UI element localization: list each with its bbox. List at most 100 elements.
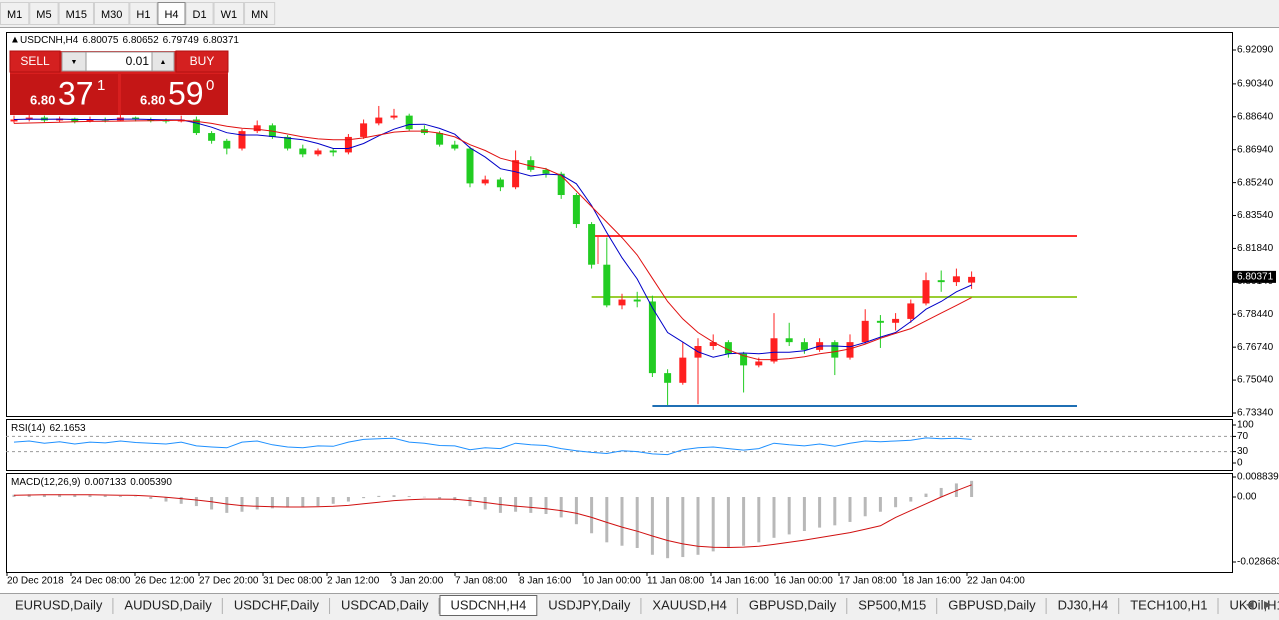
current-price: 6.80371 (1237, 272, 1274, 283)
candle-body (633, 299, 641, 302)
timeframe-button[interactable] (213, 2, 245, 25)
tab[interactable] (439, 595, 538, 616)
y-tick-label: 6.83540 (1237, 210, 1274, 221)
y-tick-label: 0 (1237, 458, 1243, 469)
histogram-bar (377, 495, 381, 498)
candle-body (86, 119, 94, 122)
timeframe-button[interactable] (29, 2, 59, 25)
candle-body (496, 179, 504, 188)
x-tick-label: 24 Dec 08:00 (71, 576, 131, 587)
histogram-bar (407, 496, 411, 498)
x-tick-label: 16 Jan 00:00 (775, 576, 833, 587)
candle-body (436, 133, 444, 145)
macd-header: MACD(12,26,9) 0.007133 0.005390 (11, 477, 172, 488)
tab-label: USDCHF,Daily (234, 597, 320, 612)
histogram-bar (848, 497, 852, 522)
sell-label: SELL (20, 54, 50, 68)
timeframe-button[interactable] (157, 2, 186, 25)
rsi-title: RSI(14) (11, 423, 45, 434)
tab[interactable] (937, 597, 1047, 616)
bid-big: 6.80 (30, 92, 55, 107)
timeframe-label: W1 (221, 9, 238, 21)
tab[interactable] (223, 597, 330, 616)
candle-body (968, 276, 976, 283)
bid-box[interactable] (10, 74, 118, 115)
candle-body (861, 320, 869, 343)
histogram-bar (286, 497, 290, 508)
candle-body (25, 117, 33, 120)
histogram-bar (666, 497, 670, 559)
sell-button[interactable] (9, 50, 61, 73)
candle-body (800, 342, 808, 350)
timeframe-label: M5 (36, 9, 51, 21)
tab[interactable] (1119, 597, 1219, 616)
buy-button[interactable] (175, 50, 229, 73)
tab[interactable] (1219, 597, 1279, 616)
histogram-bar (12, 494, 16, 498)
histogram-bar (27, 494, 31, 498)
histogram-bar (574, 497, 578, 525)
candle-body (192, 119, 200, 134)
arrow-up: ▲ (160, 59, 167, 66)
ask-box[interactable] (121, 74, 228, 115)
tab[interactable] (738, 597, 847, 616)
candle-body (679, 357, 687, 383)
histogram-bar (453, 497, 457, 501)
histogram-bar (696, 497, 700, 555)
tab-label: DJ30,H4 (1058, 597, 1109, 612)
timeframe-label: M30 (101, 9, 122, 21)
tab-scroll-left[interactable]: ◀ (1246, 600, 1254, 611)
candle-body (755, 361, 763, 366)
histogram-bar (301, 497, 305, 508)
histogram-bar (422, 496, 426, 498)
candle-body (375, 117, 383, 124)
candle-body (588, 224, 596, 265)
tab[interactable] (537, 597, 641, 616)
timeframe-button[interactable] (129, 2, 158, 25)
ask-main: 59 (168, 75, 204, 111)
x-tick-label: 11 Jan 08:00 (647, 576, 705, 587)
tab-scroll-right[interactable]: ▶ (1264, 600, 1272, 611)
x-tick-label: 20 Dec 2018 (7, 576, 64, 587)
histogram-bar (818, 497, 822, 528)
rsi-value: 62.1653 (49, 423, 86, 434)
histogram-bar (863, 497, 867, 517)
timeframe-button[interactable] (0, 2, 30, 25)
histogram-bar (103, 495, 107, 498)
histogram-bar (316, 497, 320, 507)
price-pane (6, 32, 1233, 417)
tab[interactable] (4, 597, 113, 616)
tab[interactable] (330, 597, 439, 616)
histogram-bar (118, 496, 122, 498)
tab[interactable] (1047, 597, 1119, 616)
timeframe-label: H4 (164, 9, 178, 21)
indicator-line (13, 484, 972, 549)
tab[interactable] (847, 597, 937, 616)
timeframe-button[interactable] (185, 2, 214, 25)
tab[interactable] (113, 597, 223, 616)
y-tick-label: 70 (1237, 431, 1249, 442)
histogram-bar (134, 496, 138, 498)
tab-label: GBPUSD,Daily (948, 597, 1036, 612)
histogram-bar (894, 497, 898, 508)
histogram-bar (650, 497, 654, 555)
x-tick-label: 2 Jan 12:00 (327, 576, 380, 587)
histogram-bar (787, 497, 791, 535)
tab[interactable] (641, 597, 738, 616)
timeframe-button[interactable] (93, 2, 130, 25)
histogram-bar (210, 497, 214, 510)
indicator-line (13, 437, 972, 456)
histogram-bar (194, 497, 198, 507)
lot-up[interactable] (151, 51, 175, 72)
timeframe-button[interactable] (58, 2, 94, 25)
candle-body (740, 353, 748, 366)
signal-value: 0.005390 (130, 477, 172, 488)
bid-main: 37 (58, 75, 94, 111)
candle-body (922, 280, 930, 304)
y-tick-label: 6.73340 (1237, 408, 1274, 419)
candle-body (344, 136, 352, 153)
timeframe-button[interactable] (244, 2, 276, 25)
tab-label: USDCAD,Daily (341, 597, 429, 612)
histogram-bar (726, 497, 730, 548)
candle-body (952, 276, 960, 283)
